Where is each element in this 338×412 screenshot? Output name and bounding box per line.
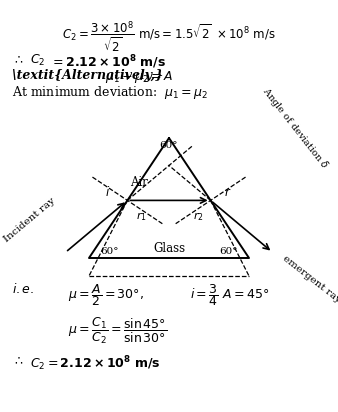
Text: At minimum deviation:  $\mu_1 = \mu_2$: At minimum deviation: $\mu_1 = \mu_2$: [12, 84, 208, 101]
Text: $\mu_1 + \mu_2 = A$: $\mu_1 + \mu_2 = A$: [105, 69, 173, 85]
Text: $C_2 = \mathbf{2.12 \times 10^8\ m/s}$: $C_2 = \mathbf{2.12 \times 10^8\ m/s}$: [30, 354, 161, 373]
Text: $\mu = \dfrac{C_1}{C_2} = \dfrac{\sin 45°}{\sin 30°}$: $\mu = \dfrac{C_1}{C_2} = \dfrac{\sin 45…: [68, 316, 167, 346]
Text: 60°: 60°: [219, 247, 238, 256]
Text: $= \mathbf{2.12 \times 10^8\ m/s}$: $= \mathbf{2.12 \times 10^8\ m/s}$: [50, 53, 166, 70]
Text: $i.e.$: $i.e.$: [12, 282, 34, 296]
Text: Air: Air: [130, 176, 148, 189]
Text: Glass: Glass: [153, 241, 185, 255]
Text: $\therefore$: $\therefore$: [12, 53, 24, 66]
Text: $C_2 = \dfrac{3 \times 10^8}{\sqrt{2}}\ \mathrm{m/s} = 1.5\sqrt{2}\ \times 10^8\: $C_2 = \dfrac{3 \times 10^8}{\sqrt{2}}\ …: [62, 20, 276, 55]
Text: $C_2$: $C_2$: [30, 53, 45, 68]
Text: 60°: 60°: [100, 247, 119, 256]
Text: Angle of deviation $\delta$: Angle of deviation $\delta$: [259, 84, 332, 172]
Text: $r_2$: $r_2$: [193, 211, 203, 223]
Text: $\therefore$: $\therefore$: [12, 354, 24, 367]
Text: 60°: 60°: [160, 141, 178, 150]
Text: emergent ray: emergent ray: [281, 254, 338, 305]
Text: $\mu = \dfrac{A}{2} = 30°,$: $\mu = \dfrac{A}{2} = 30°,$: [68, 282, 144, 308]
Text: $i$: $i$: [105, 185, 110, 199]
Text: \textit{Alternatively,}: \textit{Alternatively,}: [12, 69, 163, 82]
Text: Incident ray: Incident ray: [3, 197, 57, 244]
Text: $r_1$: $r_1$: [137, 211, 147, 223]
Text: $r$: $r$: [224, 186, 231, 199]
Text: $i = \dfrac{3}{4}\ A = 45°$: $i = \dfrac{3}{4}\ A = 45°$: [190, 282, 269, 308]
